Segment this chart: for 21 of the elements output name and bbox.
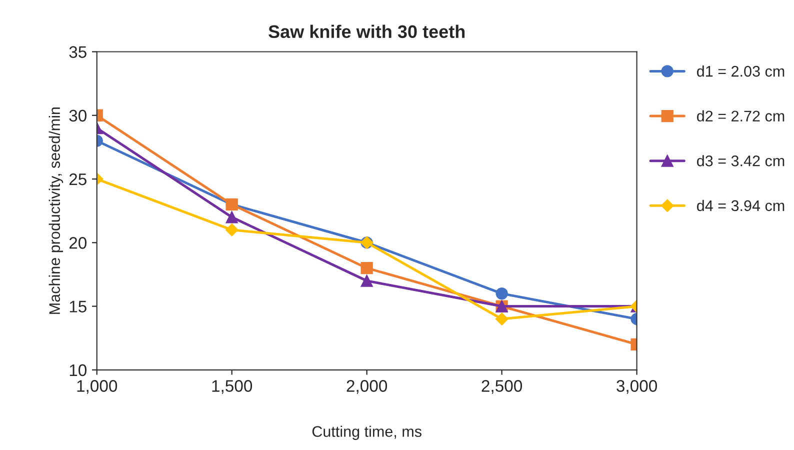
y-tick-label: 35: [69, 46, 86, 58]
point: [225, 224, 238, 236]
x-tick-label: 3,000: [616, 380, 657, 394]
x-tick-label: 1,000: [77, 380, 118, 394]
y-tick-label: 10: [70, 364, 86, 376]
point: [360, 262, 373, 274]
x-tick-label: 1,500: [212, 380, 252, 394]
y-tick-label: 20: [69, 237, 86, 249]
x-axis-title: Cutting time, ms: [312, 426, 422, 440]
x-tick-label: 2,500: [482, 380, 522, 394]
y-tick-label: 25: [69, 173, 86, 186]
legend-label: d4 = 3.94 cm: [697, 200, 784, 212]
legend-label: d3 = 3.42 cm: [697, 155, 784, 166]
y-axis-title: Machine productivity, seed/min: [48, 108, 64, 314]
legend-label: d2 = 2.72 cm: [697, 110, 784, 122]
y-tick-label: 15: [70, 300, 86, 312]
point: [495, 312, 508, 326]
x-tick-label: 2,000: [346, 380, 388, 394]
legend-label: d1 = 2.03 cm: [697, 66, 784, 77]
chart-title: Saw knife with 30 teeth: [268, 24, 465, 38]
y-tick-label: 30: [69, 110, 86, 122]
